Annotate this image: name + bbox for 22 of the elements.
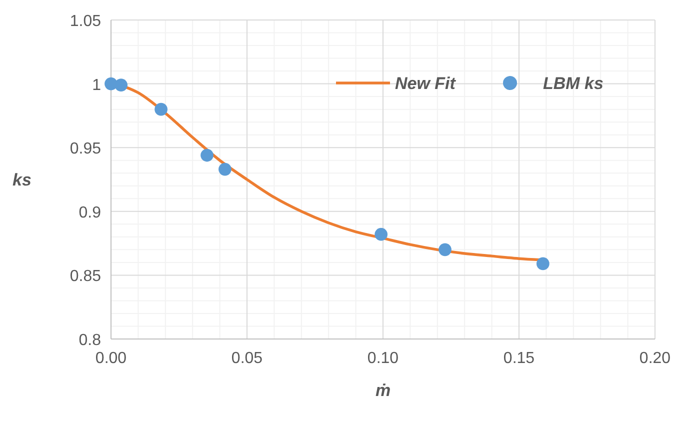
legend-label: LBM ks [543,74,604,93]
y-axis-title: ks [12,170,32,190]
point [218,162,232,176]
point [114,78,128,92]
y-tick-label: 0.85 [70,268,102,286]
y-tick-label: 1.05 [70,13,102,30]
x-tick-label: 0.20 [639,350,671,367]
x-axis-title: ṁ [375,381,391,400]
x-tick-label: 0.05 [231,350,263,367]
point [200,148,214,162]
y-tick-label: 1 [92,76,102,94]
y-tick-label: 0.9 [78,204,102,222]
point [154,102,168,116]
y-tick-label: 0.95 [70,140,102,158]
point [374,228,388,241]
x-tick-label: 0.00 [95,350,127,367]
legend-label: New Fit [395,74,457,93]
x-tick-label: 0.10 [367,350,399,367]
point [536,257,550,270]
point [438,243,452,256]
x-tick-label: 0.15 [503,350,535,367]
y-tick-label: 0.8 [78,332,102,349]
